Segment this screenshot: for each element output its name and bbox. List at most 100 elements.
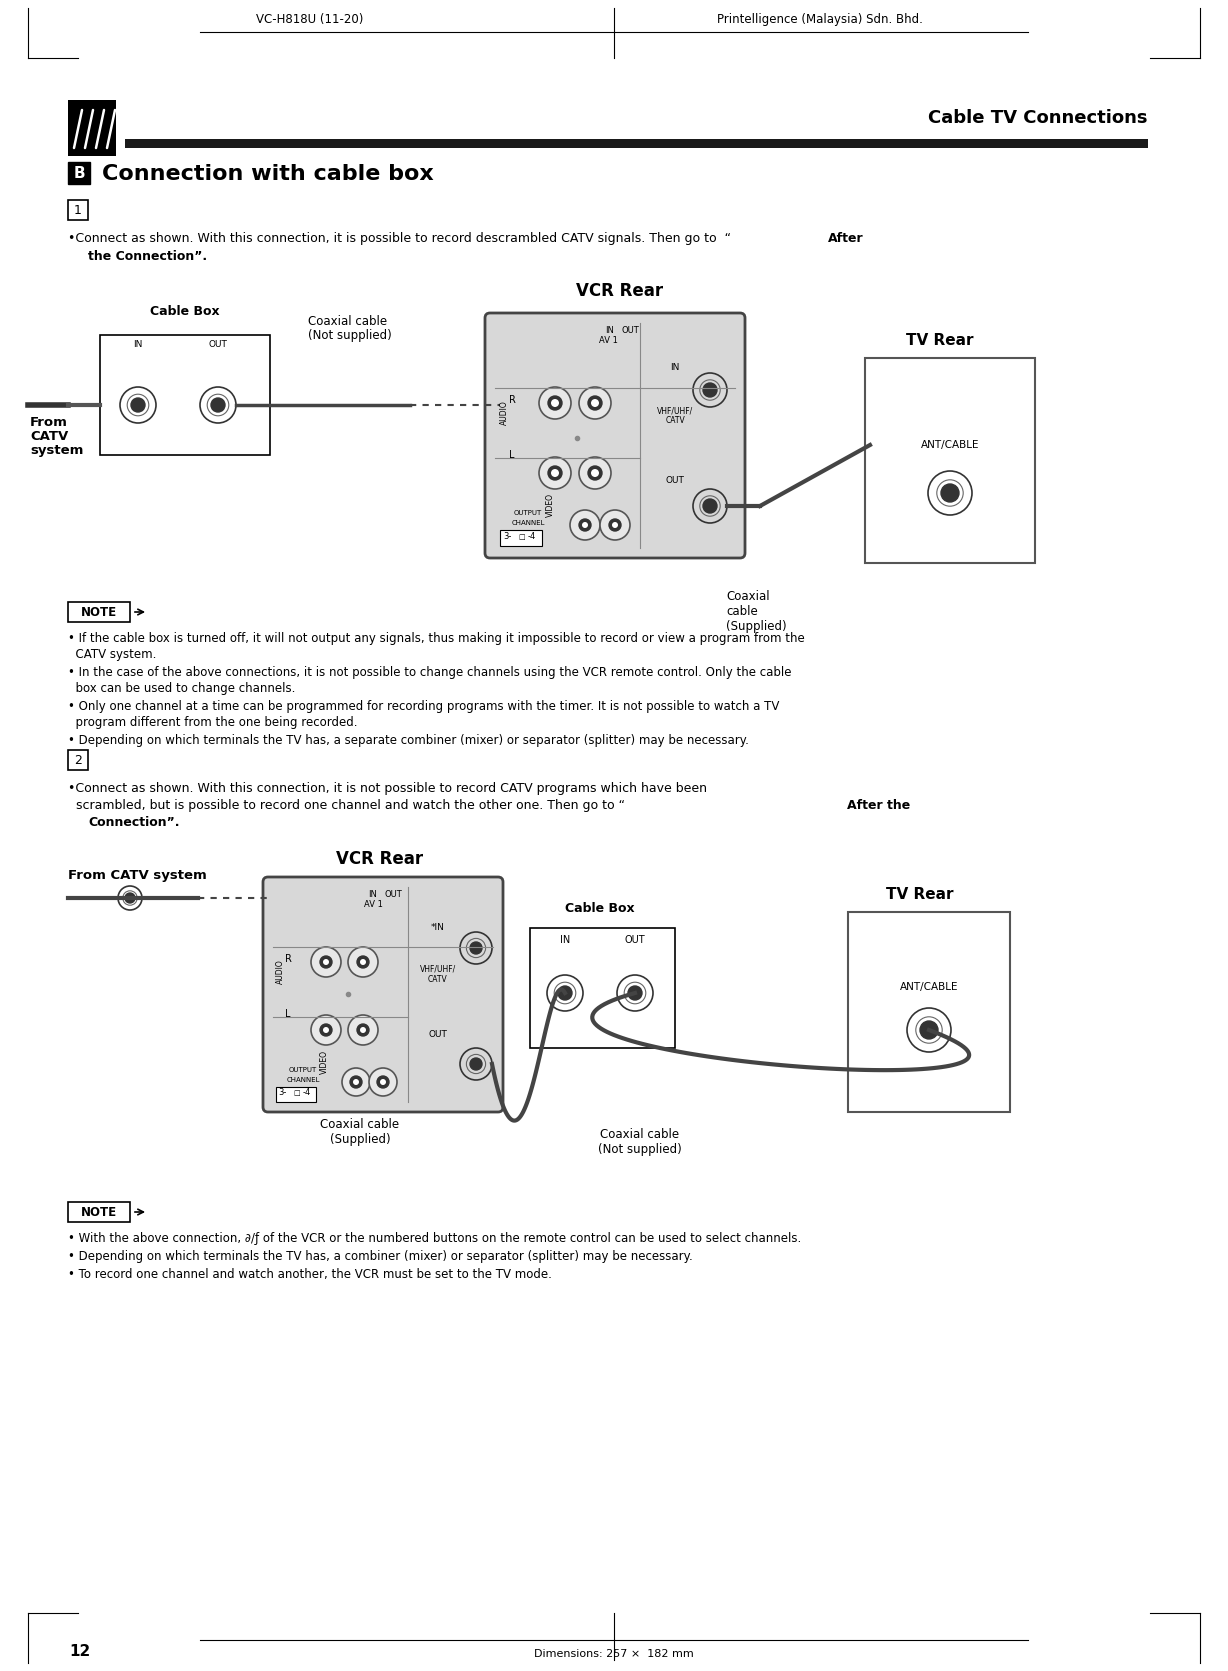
Circle shape (548, 466, 562, 480)
Circle shape (612, 521, 618, 528)
Text: cable: cable (726, 605, 758, 618)
Text: VHF/UHF/: VHF/UHF/ (420, 964, 456, 974)
Text: •Connect as shown. With this connection, it is possible to record descrambled CA: •Connect as shown. With this connection,… (68, 232, 731, 246)
Text: TV Rear: TV Rear (906, 333, 974, 348)
Text: VIDEO: VIDEO (546, 493, 555, 516)
Circle shape (311, 947, 341, 978)
Text: • Depending on which terminals the TV has, a combiner (mixer) or separator (spli: • Depending on which terminals the TV ha… (68, 1250, 693, 1263)
Text: • In the case of the above connections, it is not possible to change channels us: • In the case of the above connections, … (68, 667, 792, 678)
Circle shape (578, 388, 612, 419)
Text: OUT: OUT (384, 891, 402, 899)
Text: IN: IN (368, 891, 377, 899)
Text: • Only one channel at a time can be programmed for recording programs with the t: • Only one channel at a time can be prog… (68, 700, 780, 714)
Bar (68, 750, 88, 770)
Circle shape (570, 510, 600, 540)
Circle shape (558, 986, 572, 999)
Text: (Supplied): (Supplied) (726, 620, 787, 633)
Text: CATV system.: CATV system. (68, 648, 156, 662)
Circle shape (211, 398, 225, 413)
Circle shape (588, 396, 602, 409)
Text: OUTPUT: OUTPUT (289, 1068, 317, 1073)
Circle shape (578, 456, 612, 490)
Text: CATV: CATV (666, 416, 685, 424)
Text: VCR Rear: VCR Rear (576, 282, 663, 301)
Text: L: L (285, 1009, 291, 1019)
Text: • If the cable box is turned off, it will not output any signals, thus making it: • If the cable box is turned off, it wil… (68, 632, 804, 645)
Text: OUT: OUT (209, 339, 227, 349)
Bar (99, 334, 270, 455)
Text: NOTE: NOTE (81, 1205, 117, 1218)
Circle shape (348, 1014, 378, 1044)
Circle shape (352, 1079, 359, 1084)
Bar (68, 100, 115, 155)
Text: CHANNEL: CHANNEL (286, 1078, 319, 1083)
Bar (68, 602, 130, 622)
Circle shape (357, 1024, 368, 1036)
Text: 1: 1 (74, 204, 82, 217)
Circle shape (343, 1068, 370, 1096)
Circle shape (609, 520, 621, 531)
Text: (Not supplied): (Not supplied) (598, 1143, 682, 1156)
Text: After the: After the (847, 799, 910, 812)
Text: *IN: *IN (431, 922, 445, 932)
Bar (125, 139, 1148, 149)
Text: program different from the one being recorded.: program different from the one being rec… (68, 715, 357, 729)
Text: R: R (508, 394, 516, 404)
Text: L: L (510, 449, 515, 460)
Text: OUT: OUT (625, 936, 645, 946)
Text: CATV: CATV (29, 429, 69, 443)
Bar (276, 1088, 316, 1101)
Text: B: B (74, 165, 85, 180)
Text: From: From (29, 416, 68, 429)
Text: IN: IN (560, 936, 570, 946)
Text: OUT: OUT (621, 326, 639, 334)
Text: AUDIO: AUDIO (500, 401, 508, 424)
Circle shape (582, 521, 588, 528)
Text: Coaxial cable: Coaxial cable (600, 1128, 679, 1141)
Circle shape (591, 399, 599, 408)
Text: TV Rear: TV Rear (887, 887, 954, 902)
Text: Cable TV Connections: Cable TV Connections (928, 109, 1148, 127)
Text: Connection with cable box: Connection with cable box (102, 164, 433, 184)
Text: system: system (29, 444, 84, 456)
Text: 3-: 3- (503, 531, 511, 541)
Circle shape (125, 892, 135, 902)
Circle shape (360, 959, 366, 964)
Circle shape (131, 398, 145, 413)
Text: ANT/CABLE: ANT/CABLE (900, 983, 958, 993)
Circle shape (539, 456, 571, 490)
Bar (530, 927, 675, 1048)
Circle shape (470, 1058, 483, 1069)
Text: • Depending on which terminals the TV has, a separate combiner (mixer) or separa: • Depending on which terminals the TV ha… (68, 734, 749, 747)
Text: IN: IN (670, 363, 679, 373)
Bar (68, 1201, 130, 1222)
Circle shape (702, 383, 717, 398)
Bar (68, 201, 88, 221)
Text: CHANNEL: CHANNEL (511, 520, 545, 526)
Text: scrambled, but is possible to record one channel and watch the other one. Then g: scrambled, but is possible to record one… (68, 799, 625, 812)
Circle shape (323, 1028, 329, 1033)
Text: 12: 12 (69, 1644, 91, 1659)
Circle shape (321, 956, 332, 968)
Text: -4: -4 (303, 1088, 311, 1096)
Circle shape (323, 959, 329, 964)
Text: 2: 2 (74, 754, 82, 767)
Text: Coaxial cable: Coaxial cable (321, 1118, 399, 1131)
Circle shape (600, 510, 630, 540)
Circle shape (628, 986, 642, 999)
FancyBboxPatch shape (485, 312, 745, 558)
Circle shape (379, 1079, 386, 1084)
Circle shape (360, 1028, 366, 1033)
Circle shape (311, 1014, 341, 1044)
Circle shape (551, 399, 559, 408)
Text: • With the above connection, ∂/ƒ of the VCR or the numbered buttons on the remot: • With the above connection, ∂/ƒ of the … (68, 1232, 801, 1245)
Text: VHF/UHF/: VHF/UHF/ (657, 406, 693, 414)
Text: VCR Rear: VCR Rear (336, 851, 424, 867)
Circle shape (578, 520, 591, 531)
Text: 3-: 3- (278, 1088, 286, 1096)
Text: Cable Box: Cable Box (150, 306, 220, 317)
Text: From CATV system: From CATV system (68, 869, 206, 882)
Text: the Connection”.: the Connection”. (88, 251, 208, 262)
Text: box can be used to change channels.: box can be used to change channels. (68, 682, 296, 695)
Circle shape (941, 485, 959, 501)
